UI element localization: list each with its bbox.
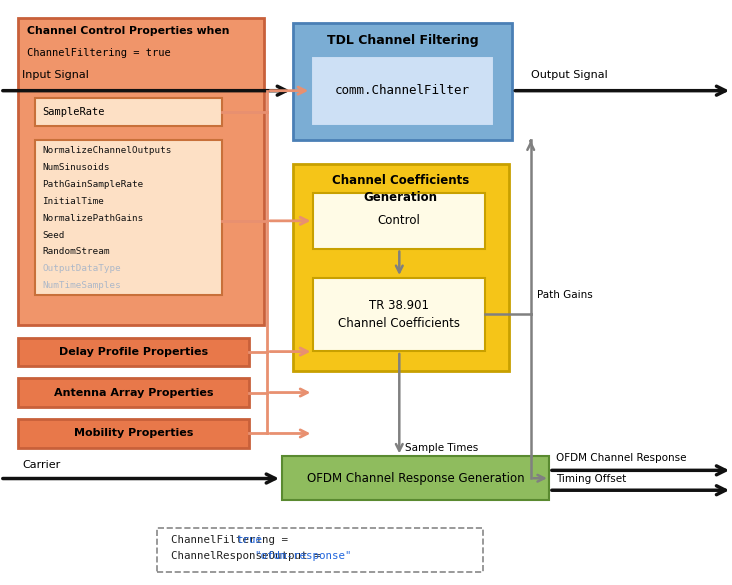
Text: OFDM Channel Response: OFDM Channel Response (556, 453, 687, 463)
FancyBboxPatch shape (18, 378, 249, 407)
Text: Channel Control Properties when: Channel Control Properties when (27, 26, 230, 36)
FancyBboxPatch shape (313, 278, 485, 351)
Text: ChannelResponseOutput =: ChannelResponseOutput = (171, 551, 326, 562)
Text: Channel Coefficients
Generation: Channel Coefficients Generation (332, 174, 469, 204)
Text: InitialTime: InitialTime (42, 197, 105, 206)
Text: true: true (236, 535, 263, 545)
Text: Control: Control (378, 214, 421, 228)
FancyBboxPatch shape (18, 338, 249, 366)
Text: Sample Times: Sample Times (406, 443, 479, 453)
Text: TDL Channel Filtering: TDL Channel Filtering (326, 34, 479, 47)
Text: Antenna Array Properties: Antenna Array Properties (54, 387, 213, 398)
Text: Carrier: Carrier (22, 460, 60, 470)
Text: Delay Profile Properties: Delay Profile Properties (59, 346, 208, 357)
Text: Mobility Properties: Mobility Properties (74, 428, 193, 439)
FancyBboxPatch shape (311, 56, 494, 126)
Text: Output Signal: Output Signal (531, 70, 608, 80)
Text: NormalizeChannelOutputs: NormalizeChannelOutputs (42, 146, 172, 155)
Text: OutputDataType: OutputDataType (42, 264, 122, 273)
Text: Timing Offset: Timing Offset (556, 474, 627, 484)
FancyBboxPatch shape (18, 18, 264, 325)
Text: comm.ChannelFilter: comm.ChannelFilter (335, 84, 470, 97)
FancyBboxPatch shape (293, 23, 512, 140)
Text: Seed: Seed (42, 230, 65, 239)
Text: ChannelFiltering = true: ChannelFiltering = true (27, 48, 171, 58)
Text: Path Gains: Path Gains (537, 290, 592, 300)
FancyBboxPatch shape (282, 456, 549, 500)
FancyBboxPatch shape (35, 140, 222, 295)
FancyBboxPatch shape (157, 528, 483, 572)
Text: SampleRate: SampleRate (42, 106, 105, 117)
FancyBboxPatch shape (18, 419, 249, 448)
FancyBboxPatch shape (313, 193, 485, 249)
Text: Input Signal: Input Signal (22, 70, 89, 80)
Text: RandomStream: RandomStream (42, 247, 110, 256)
Text: TR 38.901
Channel Coefficients: TR 38.901 Channel Coefficients (338, 299, 460, 330)
Text: NormalizePathGains: NormalizePathGains (42, 214, 143, 223)
Text: "ofdm-response": "ofdm-response" (254, 551, 351, 562)
Text: ChannelFiltering =: ChannelFiltering = (171, 535, 294, 545)
Text: PathGainSampleRate: PathGainSampleRate (42, 180, 143, 189)
FancyBboxPatch shape (293, 164, 509, 371)
Text: OFDM Channel Response Generation: OFDM Channel Response Generation (307, 472, 524, 485)
Text: NumSinusoids: NumSinusoids (42, 163, 110, 172)
Text: NumTimeSamples: NumTimeSamples (42, 281, 122, 290)
FancyBboxPatch shape (35, 98, 222, 126)
